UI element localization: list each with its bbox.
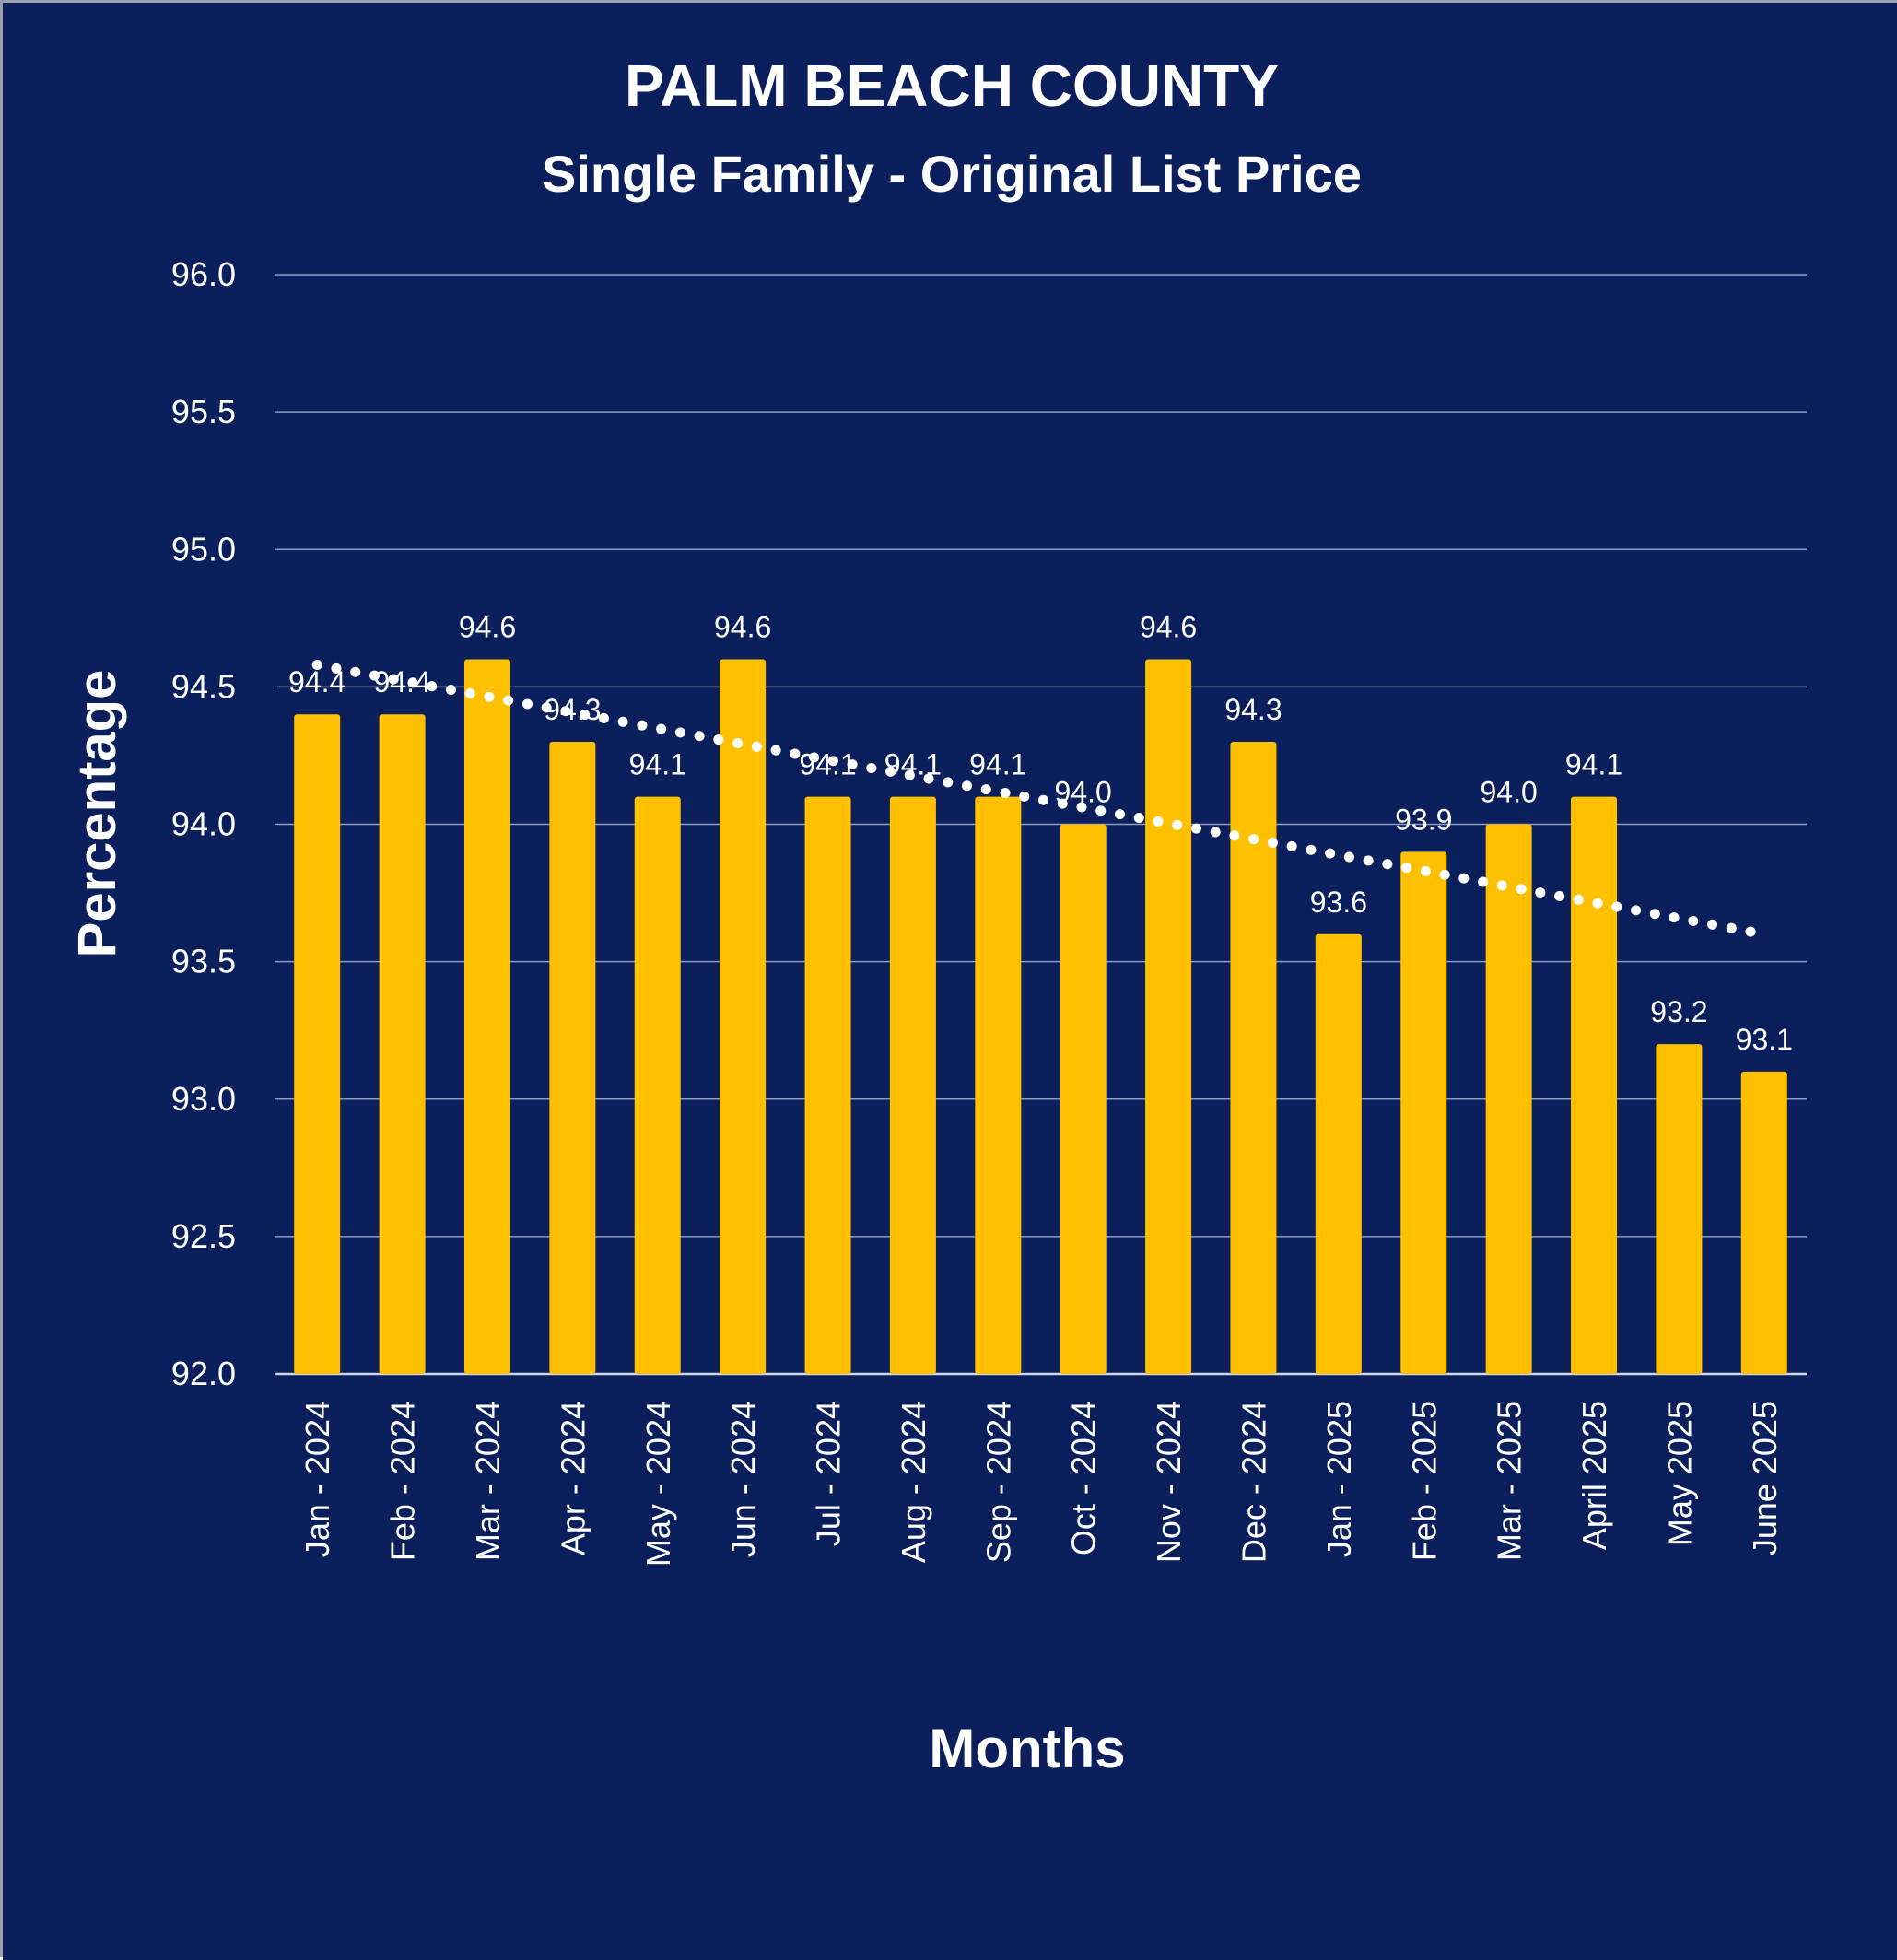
- bar: [463, 659, 510, 1374]
- bar: [549, 742, 596, 1374]
- bar: [1315, 933, 1362, 1374]
- bar: [1230, 742, 1277, 1374]
- x-tick-label: May 2025: [1660, 1401, 1698, 1546]
- data-labels: 94.4 94.4 94.6 94.3 94.1 94.6 94.1 94.1 94.1 94.0…: [288, 611, 1793, 1056]
- x-tick-label: Jul - 2024: [810, 1401, 848, 1546]
- bar: [1060, 824, 1107, 1374]
- x-tick-label: Dec - 2024: [1235, 1401, 1272, 1563]
- x-axis-title: Months: [929, 1718, 1125, 1779]
- bar: [889, 796, 936, 1374]
- bar-chart: PALM BEACH COUNTY Single Family - Origin…: [3, 3, 1897, 1960]
- data-label: 94.3: [544, 693, 601, 726]
- x-tick-label: May - 2024: [639, 1401, 677, 1567]
- y-tick-label: 95.0: [171, 530, 236, 568]
- data-label: 94.3: [1224, 693, 1282, 726]
- x-tick-label: Sep - 2024: [979, 1401, 1017, 1563]
- y-tick-label: 94.0: [171, 805, 236, 843]
- x-tick-label: April 2025: [1575, 1401, 1613, 1550]
- data-label: 94.1: [884, 748, 942, 781]
- y-tick-label: 93.0: [171, 1080, 236, 1118]
- data-label: 94.4: [373, 665, 430, 698]
- data-label: 94.1: [629, 748, 686, 781]
- bar: [634, 796, 681, 1374]
- x-tick-label: Jun - 2024: [724, 1401, 762, 1557]
- x-tick-label: Jan - 2024: [299, 1401, 336, 1557]
- y-tick-label: 92.0: [171, 1355, 236, 1392]
- x-tick-label: Mar - 2025: [1491, 1401, 1528, 1561]
- bar: [1740, 1071, 1787, 1374]
- x-tick-label: Apr - 2024: [554, 1401, 591, 1555]
- bar: [1571, 796, 1618, 1374]
- chart-title: PALM BEACH COUNTY: [625, 53, 1279, 119]
- x-tick-label: Mar - 2024: [469, 1401, 507, 1561]
- y-tick-label: 93.5: [171, 943, 236, 980]
- data-label: 93.2: [1650, 995, 1707, 1028]
- data-label: 93.1: [1736, 1023, 1793, 1056]
- x-tick-label: Feb - 2024: [384, 1401, 422, 1561]
- data-label: 94.0: [1055, 776, 1112, 809]
- y-axis-tick-labels: 96.0 95.5 95.0 94.5 94.0 93.5 93.0 92.5 92.0: [171, 255, 236, 1392]
- x-tick-label: Nov - 2024: [1150, 1401, 1188, 1563]
- x-axis-tick-labels: Jan - 2024 Feb - 2024 Mar - 2024 Apr - 2024…: [299, 1401, 1784, 1567]
- bar: [1656, 1044, 1703, 1374]
- bars: [294, 659, 1787, 1374]
- chart-subtitle: Single Family - Original List Price: [542, 145, 1362, 203]
- data-label: 93.6: [1310, 886, 1367, 919]
- data-label: 93.9: [1395, 803, 1452, 836]
- x-tick-label: Oct - 2024: [1065, 1401, 1103, 1555]
- bar: [1145, 659, 1192, 1374]
- bar: [294, 714, 341, 1374]
- data-label: 94.6: [1140, 611, 1197, 644]
- bar: [1485, 824, 1532, 1374]
- data-label: 94.1: [799, 748, 856, 781]
- data-label: 94.0: [1480, 776, 1537, 809]
- x-tick-label: Aug - 2024: [895, 1401, 932, 1563]
- y-tick-label: 95.5: [171, 393, 236, 430]
- data-label: 94.1: [1565, 748, 1622, 781]
- x-tick-label: June 2025: [1746, 1401, 1784, 1555]
- data-label: 94.6: [714, 611, 771, 644]
- trendline-path: [311, 660, 1770, 940]
- trendline: [311, 660, 1770, 940]
- data-label: 94.1: [969, 748, 1026, 781]
- x-tick-label: Feb - 2025: [1405, 1401, 1443, 1561]
- bar: [720, 659, 767, 1374]
- y-tick-label: 92.5: [171, 1217, 236, 1255]
- bar: [379, 714, 426, 1374]
- bar: [1400, 851, 1447, 1374]
- y-tick-label: 96.0: [171, 255, 236, 293]
- data-label: 94.6: [459, 611, 516, 644]
- bar: [975, 796, 1022, 1374]
- data-label: 94.4: [288, 665, 345, 698]
- y-tick-label: 94.5: [171, 667, 236, 705]
- x-tick-label: Jan - 2025: [1320, 1401, 1358, 1557]
- y-axis-title: Percentage: [67, 670, 127, 958]
- bar: [804, 796, 851, 1374]
- gridlines: [275, 274, 1807, 1376]
